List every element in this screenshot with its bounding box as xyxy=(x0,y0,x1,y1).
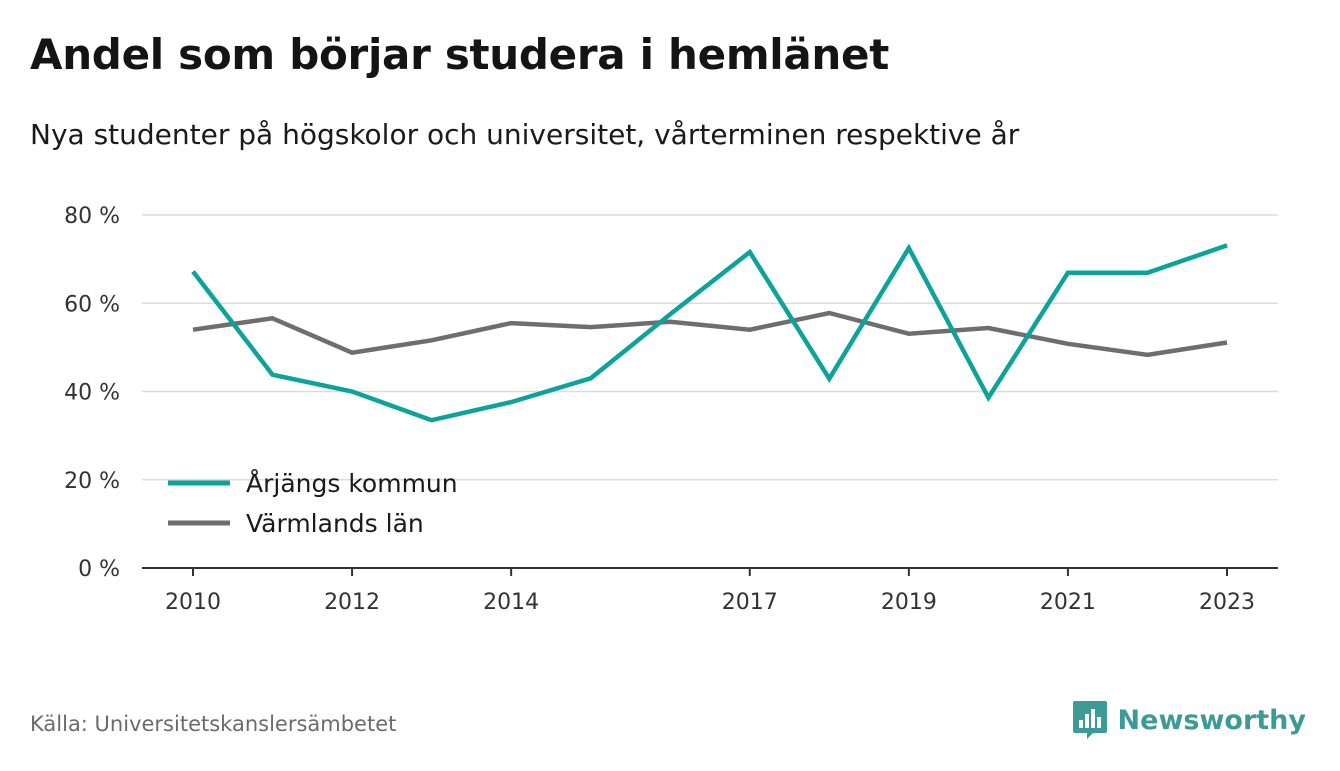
line-chart: 0 % 20 % 40 % 60 % 80 % 2010 2012 2014 2017 2019 2… xyxy=(64,204,1278,615)
legend-label: Årjängs kommun xyxy=(246,469,458,498)
x-tick-label: 2017 xyxy=(722,590,778,615)
bar-chart-speech-bubble-icon xyxy=(1072,701,1107,739)
series-line-värmlands-län xyxy=(192,310,1228,358)
y-tick-label: 20 % xyxy=(64,469,120,494)
chart-title: Andel som börjar studera i hemlänet xyxy=(30,30,889,79)
x-tick-label: 2012 xyxy=(324,590,380,615)
source-note: Källa: Universitetskanslersämbetet xyxy=(30,712,397,736)
x-tick-label: 2021 xyxy=(1040,590,1096,615)
brand-name: Newsworthy xyxy=(1117,704,1306,736)
x-tick-label: 2014 xyxy=(483,590,539,615)
x-tick-label: 2023 xyxy=(1199,590,1255,615)
chart-subtitle: Nya studenter på högskolor och universit… xyxy=(30,118,1020,151)
series-line-årjängs-kommun xyxy=(191,243,1228,423)
legend-label: Värmlands län xyxy=(246,509,424,538)
x-tick-label: 2010 xyxy=(165,590,221,615)
brand-logo: Newsworthy xyxy=(1072,699,1306,741)
x-tick-label: 2019 xyxy=(881,590,937,615)
y-tick-label: 40 % xyxy=(64,381,120,406)
y-tick-label: 60 % xyxy=(64,292,120,317)
y-tick-label: 0 % xyxy=(78,557,120,582)
y-tick-label: 80 % xyxy=(64,204,120,229)
